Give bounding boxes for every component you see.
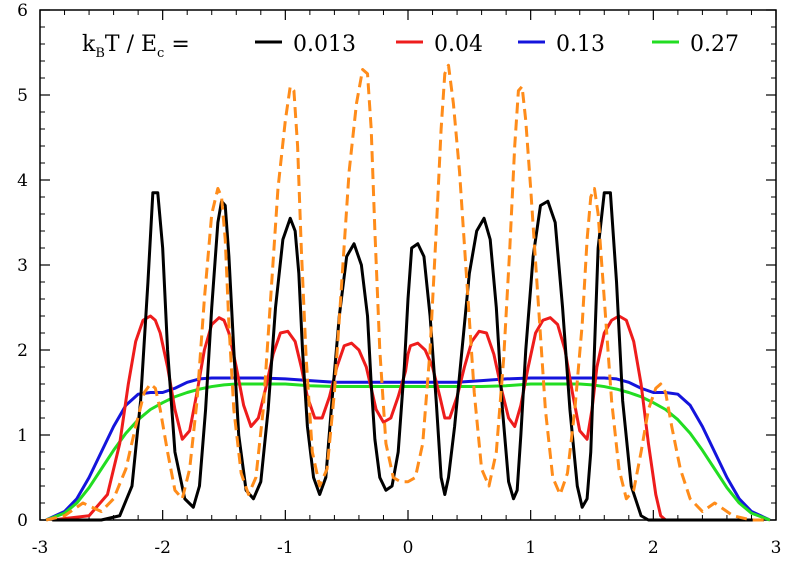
x-tick-label: -2 — [154, 538, 171, 558]
axis-tick-labels: -3 -2 -1 0 1 2 3 0 1 2 3 4 5 6 — [17, 1, 781, 558]
series-line-0.04 — [52, 314, 764, 522]
y-tick-label: 1 — [17, 426, 28, 446]
x-tick-label: 3 — [771, 538, 782, 558]
series-line-0.013 — [52, 191, 764, 522]
plot-frame — [39, 9, 777, 521]
x-tick-label: -1 — [277, 538, 294, 558]
y-tick-label: 3 — [17, 256, 28, 276]
y-tick-label: 0 — [17, 511, 28, 531]
y-tick-label: 4 — [17, 171, 28, 191]
legend: kBT / Ec = 0.013 0.04 0.13 0.27 — [82, 32, 739, 61]
legend-label: 0.04 — [434, 32, 483, 57]
legend-label: 0.013 — [293, 32, 356, 57]
legend-entries: 0.013 0.04 0.13 0.27 — [255, 32, 739, 57]
legend-label: 0.13 — [556, 32, 605, 57]
x-tick-label: 0 — [403, 538, 414, 558]
axis-ticks — [39, 9, 777, 521]
x-tick-label: 1 — [525, 538, 536, 558]
series-line-0.27 — [45, 382, 771, 522]
legend-title: kBT / Ec = — [82, 32, 190, 61]
x-tick-label: 2 — [648, 538, 659, 558]
plot-area — [45, 63, 771, 522]
y-tick-label: 5 — [17, 86, 28, 106]
y-tick-label: 6 — [17, 1, 28, 21]
series-line-0.13 — [45, 376, 771, 522]
series-line-dashed — [45, 63, 770, 522]
y-tick-label: 2 — [17, 341, 28, 361]
x-tick-label: -3 — [32, 538, 49, 558]
legend-label: 0.27 — [690, 32, 739, 57]
